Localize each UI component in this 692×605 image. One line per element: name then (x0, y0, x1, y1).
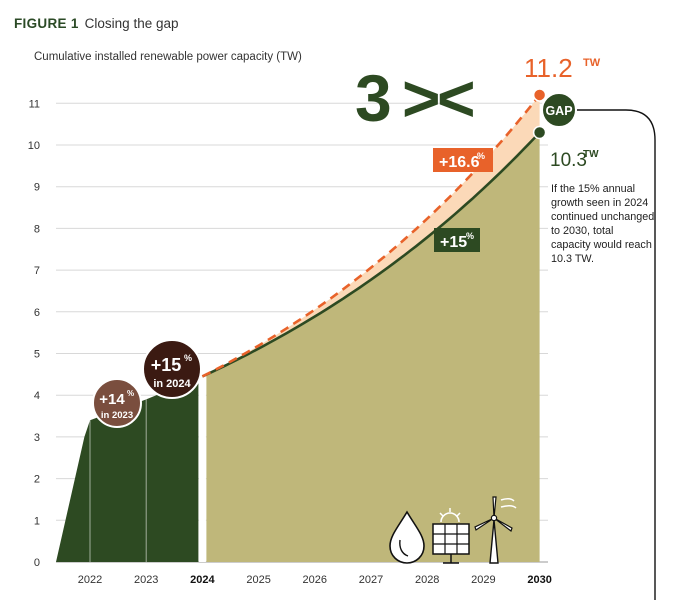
badge-2023-sign: % (127, 389, 134, 398)
y-tick-5: 5 (34, 349, 40, 361)
rate-label-high: +16.6 % (433, 148, 493, 172)
rate-label-high-sign: % (477, 151, 485, 161)
y-tick-labels: 0 1 2 3 4 5 6 7 8 9 10 11 (28, 98, 40, 569)
y-tick-6: 6 (34, 307, 40, 319)
badge-2023-sub: in 2023 (101, 410, 133, 421)
rate-label-low-bg (434, 228, 480, 252)
x-tick-2028: 2028 (415, 574, 439, 586)
series-line-15pct (201, 131, 541, 378)
logo-x-right: < (437, 61, 476, 135)
x-tick-2027: 2027 (359, 574, 383, 586)
wind-turbine-icon (474, 496, 517, 564)
x-tick-2026: 2026 (303, 574, 327, 586)
y-tick-1: 1 (34, 515, 40, 527)
figure-number: FIGURE 1 (14, 16, 79, 31)
end-point-15pct (532, 125, 547, 140)
rate-label-high-value: +16.6 (439, 154, 480, 171)
badge-2024-sign: % (184, 353, 192, 363)
y-tick-9: 9 (34, 182, 40, 194)
logo-x: > (402, 61, 438, 135)
badge-2024-pct: +15 (151, 355, 182, 375)
series-line-16-6pct (201, 94, 541, 378)
badge-2023: +14 % in 2023 (92, 378, 142, 428)
solar-panel-icon (432, 508, 470, 564)
y-axis-title: Cumulative installed renewable power cap… (34, 51, 302, 63)
water-drop-icon (389, 510, 425, 564)
badge-2024-sub: in 2024 (153, 378, 191, 390)
gap-connector (577, 109, 656, 600)
y-tick-4: 4 (34, 390, 40, 402)
x-tick-2030: 2030 (527, 574, 551, 586)
end-value-10-3: 10.3 (550, 150, 587, 171)
projection-area (202, 132, 540, 562)
y-tick-2: 2 (34, 474, 40, 486)
rate-label-low: +15 % (434, 228, 480, 252)
x-tick-2029: 2029 (471, 574, 495, 586)
figure-header: FIGURE 1 Closing the gap (14, 16, 179, 31)
x-tick-2024: 2024 (190, 574, 215, 586)
x-tick-2025: 2025 (246, 574, 270, 586)
rate-label-low-value: +15 (440, 234, 467, 251)
gap-label: GAP (545, 104, 572, 118)
end-value-11-2: 11.2 (524, 53, 573, 83)
end-unit-high: TW (583, 57, 601, 69)
rate-label-low-sign: % (466, 231, 474, 241)
y-tick-3: 3 (34, 432, 40, 444)
rate-label-high-bg (433, 148, 493, 172)
end-point-16-6pct (532, 88, 547, 102)
gap-badge (541, 92, 577, 128)
historical-area (56, 376, 203, 562)
logo-3: 3 (355, 61, 392, 135)
badge-2024: +15 % in 2024 (142, 339, 202, 399)
x-tick-2022: 2022 (78, 574, 102, 586)
x-tick-2023: 2023 (134, 574, 158, 586)
y-tick-8: 8 (34, 223, 40, 235)
end-unit-low: TW (583, 149, 599, 160)
badge-2023-circle (92, 378, 142, 428)
end-label-high: 11.2 TW (524, 53, 601, 83)
y-tick-10: 10 (28, 140, 40, 152)
y-tick-7: 7 (34, 265, 40, 277)
figure-title: Closing the gap (84, 16, 179, 31)
logo-3x: 3 > < (355, 61, 476, 135)
annotation-note: If the 15% annual growth seen in 2024 co… (551, 183, 655, 265)
y-tick-11: 11 (29, 98, 40, 110)
y-tick-0: 0 (34, 557, 40, 569)
x-tick-labels: 2022 2023 2024 2025 2026 2027 2028 2029 2030 (78, 574, 552, 586)
badge-2023-pct: +14 (99, 391, 125, 408)
end-label-low: 10.3 TW (550, 149, 599, 171)
badge-2024-circle (142, 339, 202, 399)
